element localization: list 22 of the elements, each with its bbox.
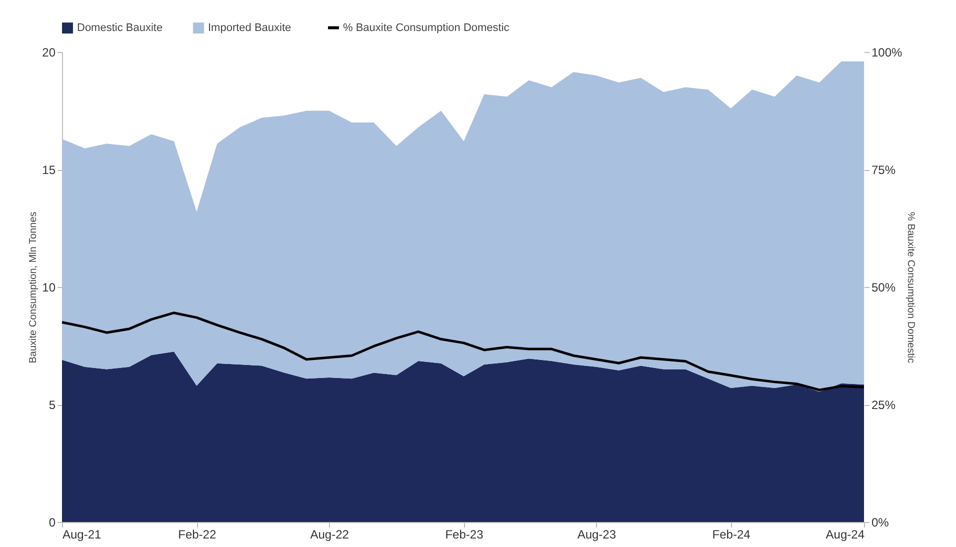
y-tick-label: 10 [42,280,56,294]
y2-tick-label: 100% [872,46,903,60]
y-tick-label: 15 [42,163,56,177]
x-tick-label: Feb-24 [712,528,751,542]
y2-tick-label: 25% [872,398,896,412]
legend-label: % Bauxite Consumption Domestic [343,22,510,34]
y-tick-label: 0 [48,516,56,530]
x-tick-label: Aug-21 [62,528,102,542]
x-tick-label: Feb-23 [445,528,484,542]
y-axis-title: Bauxite Consumption, Mln Tonnes [28,212,40,364]
x-tick-label: Aug-24 [826,528,865,542]
y2-axis-title: % Bauxite Consumption Domestic [905,212,916,364]
y2-tick-label: 0% [872,516,890,530]
x-tick-label: Aug-23 [577,528,616,542]
y2-tick-label: 75% [872,163,896,177]
y-tick-label: 20 [42,46,56,60]
legend-label: Imported Bauxite [208,22,292,34]
y2-tick-label: 50% [872,280,896,294]
legend-label: Domestic Bauxite [77,22,163,34]
x-tick-label: Aug-22 [310,528,350,542]
y-tick-label: 5 [48,398,56,412]
x-tick-label: Feb-22 [178,528,216,542]
